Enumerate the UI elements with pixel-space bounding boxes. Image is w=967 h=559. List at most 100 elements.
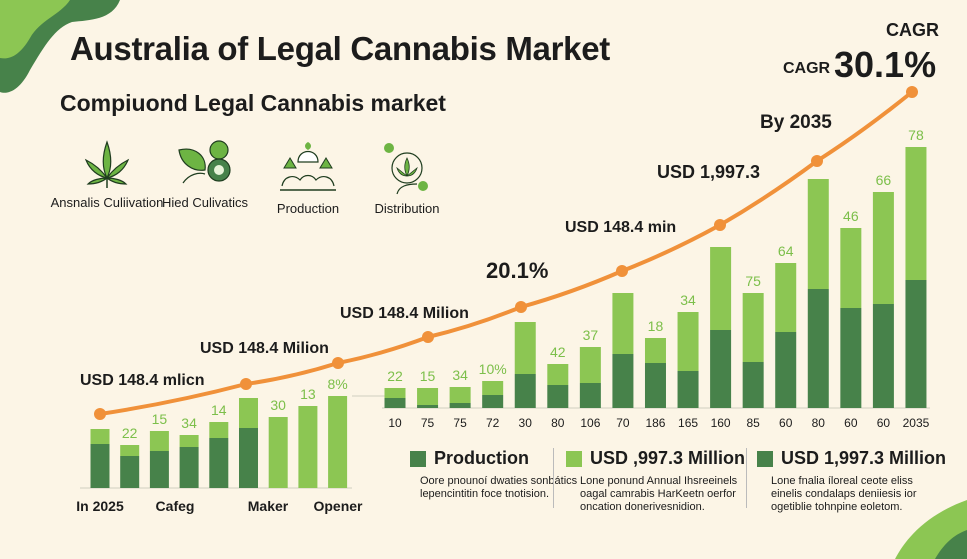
bar-data-label: 75 <box>745 273 761 289</box>
bar-other <box>840 228 862 308</box>
bar-other <box>710 247 732 330</box>
bar-data-label: 64 <box>777 243 794 259</box>
bar-production <box>120 456 140 488</box>
x-axis-tick: 80 <box>551 416 565 430</box>
growth-line-point <box>515 301 527 313</box>
x-axis-tick: 60 <box>844 416 858 430</box>
annotation-4: USD 148.4 min <box>565 219 677 236</box>
decorative-leaf-blob-bottom-right <box>895 500 967 559</box>
bar-data-label: 34 <box>680 292 696 308</box>
bar-other <box>905 147 927 280</box>
bar-other <box>742 293 764 362</box>
bar-other <box>547 364 569 385</box>
legend-divider <box>553 448 554 508</box>
cannabis-leaf-icon <box>84 140 130 188</box>
bar-data-label: 34 <box>181 415 197 431</box>
growth-line-point <box>240 378 252 390</box>
growth-line-point <box>94 408 106 420</box>
category-cultivatics: Hied Culivatics <box>145 138 265 210</box>
x-axis-tick: 70 <box>616 416 630 430</box>
bar-production <box>239 428 258 488</box>
bar-data-label: 22 <box>387 368 403 384</box>
bar-production <box>417 405 439 408</box>
legend-description: Lone ponund Annual Ihsreeinels oagal cam… <box>580 475 738 513</box>
legend-description: Lone fnalia íloreal ceote eliss einelis … <box>771 475 917 513</box>
legend-swatch <box>566 450 582 467</box>
bar-production <box>710 330 732 408</box>
page-subtitle: Compiuond Legal Cannabis market <box>60 90 446 116</box>
bar-production <box>742 362 764 408</box>
x-axis-tick: 60 <box>779 416 793 430</box>
bar-other <box>677 312 699 371</box>
bar-data-label: 78 <box>908 127 924 143</box>
bar-production <box>807 289 829 408</box>
bar-data-label: 14 <box>211 402 227 418</box>
annotation-3: USD 148.4 Milion <box>340 305 469 322</box>
x-axis-label: Cafeg <box>155 498 195 514</box>
bar-production <box>905 280 927 408</box>
bar-data-label: 18 <box>647 318 664 334</box>
production-icon <box>280 142 336 191</box>
x-axis-tick: 80 <box>811 416 825 430</box>
cagr-value: 30.1% <box>834 44 937 85</box>
bar-other <box>514 322 536 374</box>
annotation-by-2035: By 2035 <box>760 112 832 133</box>
legend-market-value-2: USD 1,997.3 Million Lone fnalia íloreal … <box>757 448 946 514</box>
bar-data-label: 22 <box>121 425 138 441</box>
bar-other <box>90 429 110 444</box>
bar-other <box>872 192 894 304</box>
leaf-coin-icon <box>178 140 231 184</box>
bar-production <box>149 451 169 488</box>
bar-data-label: 42 <box>550 344 566 360</box>
legend-title: Production <box>434 448 529 468</box>
growth-line-point <box>332 357 344 369</box>
bar-production <box>90 444 110 488</box>
legend-title: USD ,997.3 Million <box>590 448 746 468</box>
x-axis-tick: 72 <box>485 416 500 430</box>
bar-other <box>328 396 348 488</box>
x-axis-label: In 2025 <box>76 498 124 514</box>
bar-other <box>449 387 471 403</box>
x-axis-tick: 2035 <box>902 416 930 430</box>
bar-other <box>417 388 439 405</box>
bar-other <box>482 381 504 395</box>
bar-other <box>612 293 634 354</box>
bar-production <box>209 438 229 488</box>
bar-other <box>775 263 797 332</box>
cagr-label-top: CAGR <box>886 20 939 40</box>
legend-swatch <box>410 450 426 467</box>
decorative-leaf-blob-top-left <box>0 0 120 93</box>
legend-description: Oore pnounoí dwaties sonbátics lepencint… <box>420 475 578 500</box>
growth-line-point <box>714 219 726 231</box>
bar-data-label: 66 <box>875 172 892 188</box>
legend-divider <box>746 448 747 508</box>
bar-other <box>149 431 169 451</box>
x-axis-tick: 165 <box>678 416 699 430</box>
bar-other <box>644 338 666 363</box>
bar-other <box>807 179 829 289</box>
bar-data-label: 13 <box>300 386 316 402</box>
bar-production <box>514 374 536 408</box>
bar-production <box>579 383 601 408</box>
x-axis-tick: 75 <box>453 416 467 430</box>
annotation-1: USD 148.4 mlicn <box>80 372 205 389</box>
growth-line-point <box>811 155 823 167</box>
legend-swatch <box>757 450 773 467</box>
x-axis-label: Maker <box>247 498 289 514</box>
category-production: Production <box>248 138 368 216</box>
cagr-label: CAGR <box>783 60 831 77</box>
bar-production <box>872 304 894 408</box>
bar-production <box>384 398 406 408</box>
bar-data-label: 8% <box>327 376 348 392</box>
x-axis-tick: 186 <box>645 416 666 430</box>
bar-production <box>482 395 504 408</box>
category-label: Distribution <box>374 201 440 216</box>
bar-data-label: 46 <box>843 208 859 224</box>
bar-data-label: 37 <box>582 327 599 343</box>
bar-data-label: 30 <box>270 397 286 413</box>
bar-other <box>120 445 140 456</box>
bar-production <box>612 354 634 408</box>
category-label: Ansnalis Culiivation <box>50 195 164 210</box>
annotation-2: USD 148.4 Milion <box>200 340 329 357</box>
